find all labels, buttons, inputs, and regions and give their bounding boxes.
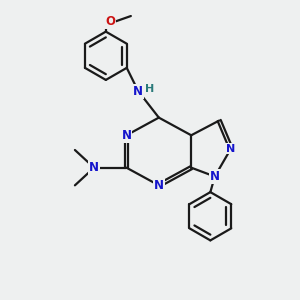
Text: N: N xyxy=(226,143,236,154)
Text: O: O xyxy=(105,15,115,28)
Text: N: N xyxy=(133,85,143,98)
Text: N: N xyxy=(210,170,220,183)
Text: N: N xyxy=(89,161,99,174)
Text: H: H xyxy=(145,84,154,94)
Text: N: N xyxy=(154,179,164,192)
Text: N: N xyxy=(122,129,131,142)
